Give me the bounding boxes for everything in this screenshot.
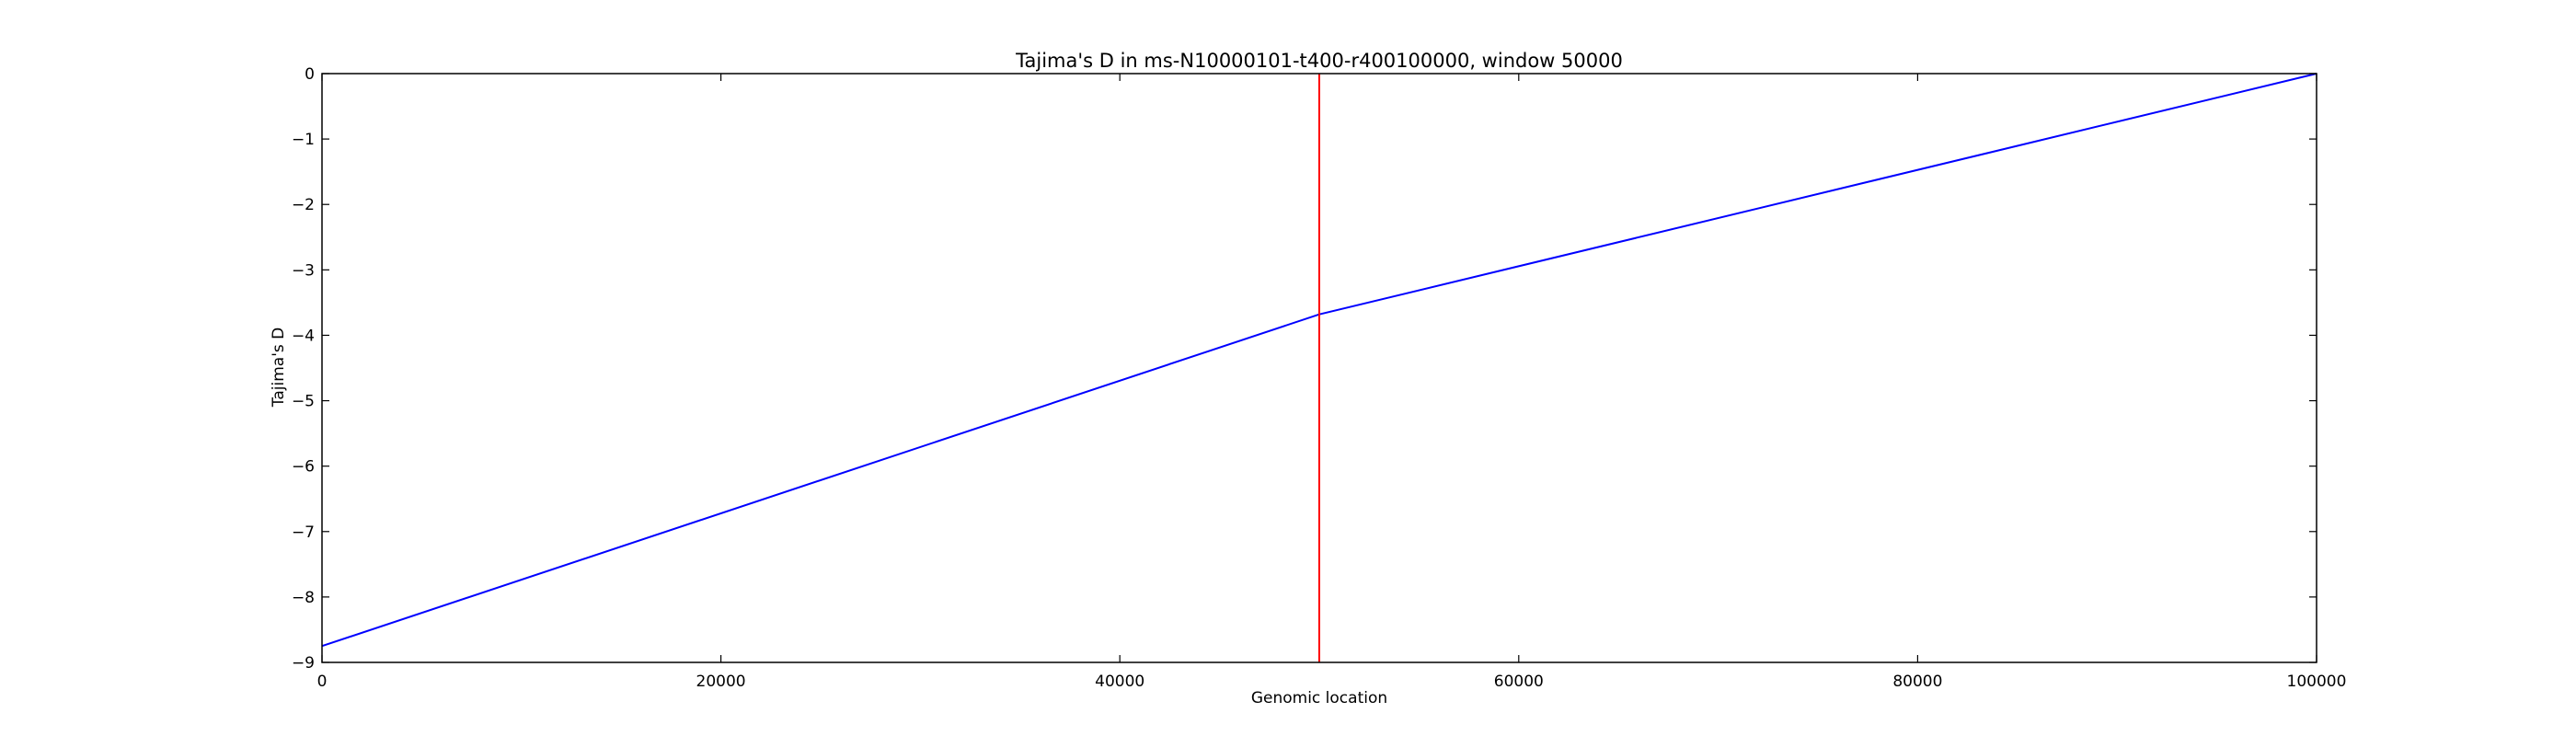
y-tick-label: −6: [292, 458, 315, 477]
x-tick-label: 80000: [1892, 673, 1942, 691]
x-tick-label: 20000: [696, 673, 746, 691]
x-tick-label: 100000: [2287, 673, 2347, 691]
x-tick-label: 40000: [1095, 673, 1144, 691]
y-tick-label: −9: [292, 654, 315, 673]
x-axis-label: Genomic location: [1251, 689, 1387, 707]
y-tick-label: 0: [305, 65, 315, 84]
y-tick-label: −1: [292, 131, 315, 149]
y-tick-label: −4: [292, 327, 315, 345]
y-axis-label: Tajima's D: [270, 328, 288, 408]
y-tick-label: −3: [292, 261, 315, 280]
chart-title: Tajima's D in ms-N10000101-t400-r4001000…: [1015, 50, 1623, 72]
y-tick-label: −2: [292, 196, 315, 214]
x-tick-label: 0: [317, 673, 328, 691]
y-tick-label: −5: [292, 393, 315, 411]
plot-area: 0 20000 40000 60000 80000 100000 0 −1 −2 −3 −4 −5 −6…: [292, 65, 2347, 691]
y-tick-label: −7: [292, 523, 315, 542]
y-tick-label: −8: [292, 589, 315, 607]
x-tick-label: 60000: [1494, 673, 1544, 691]
plot-frame: [321, 73, 2317, 663]
